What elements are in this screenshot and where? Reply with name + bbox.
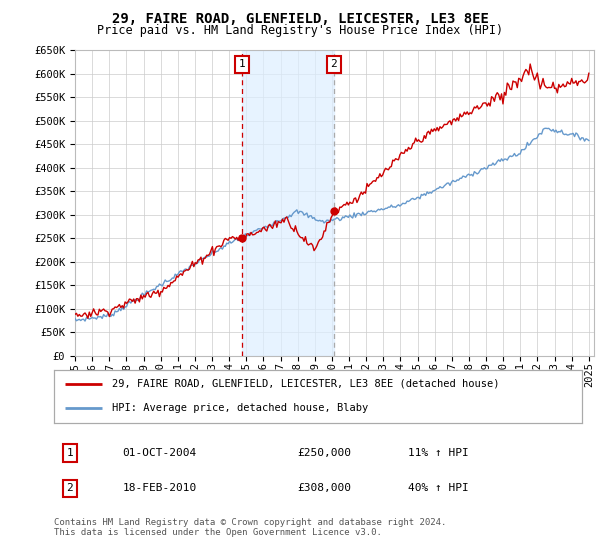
Text: 1: 1 — [239, 59, 245, 69]
Bar — [242, 50, 334, 356]
Text: £308,000: £308,000 — [297, 483, 351, 493]
Text: 29, FAIRE ROAD, GLENFIELD, LEICESTER, LE3 8EE (detached house): 29, FAIRE ROAD, GLENFIELD, LEICESTER, LE… — [112, 379, 500, 389]
Text: 11% ↑ HPI: 11% ↑ HPI — [408, 448, 469, 458]
Text: 2: 2 — [331, 59, 337, 69]
Text: 2: 2 — [67, 483, 73, 493]
Text: Contains HM Land Registry data © Crown copyright and database right 2024.
This d: Contains HM Land Registry data © Crown c… — [54, 518, 446, 538]
Text: 18-FEB-2010: 18-FEB-2010 — [122, 483, 197, 493]
Text: 40% ↑ HPI: 40% ↑ HPI — [408, 483, 469, 493]
Text: £250,000: £250,000 — [297, 448, 351, 458]
Text: Price paid vs. HM Land Registry's House Price Index (HPI): Price paid vs. HM Land Registry's House … — [97, 24, 503, 36]
Text: 01-OCT-2004: 01-OCT-2004 — [122, 448, 197, 458]
Text: HPI: Average price, detached house, Blaby: HPI: Average price, detached house, Blab… — [112, 403, 368, 413]
Text: 29, FAIRE ROAD, GLENFIELD, LEICESTER, LE3 8EE: 29, FAIRE ROAD, GLENFIELD, LEICESTER, LE… — [112, 12, 488, 26]
Text: 1: 1 — [67, 448, 73, 458]
